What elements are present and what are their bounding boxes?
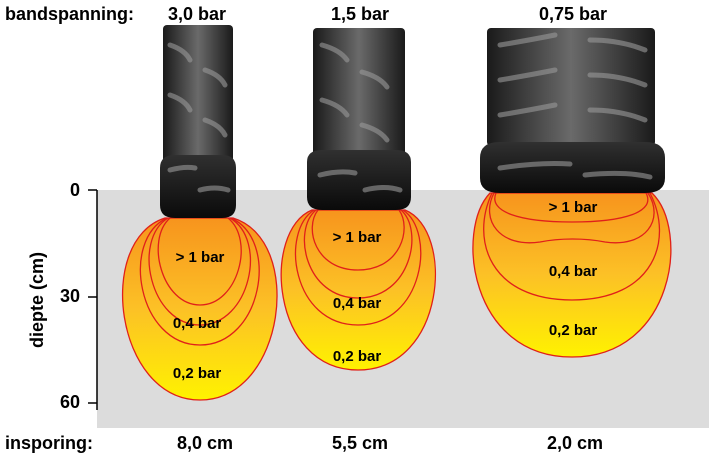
zone-label: 0,2 bar bbox=[173, 365, 222, 382]
footer-label: insporing: bbox=[5, 433, 93, 453]
rutting: 2,0 cm bbox=[547, 433, 603, 453]
zone-label: > 1 bar bbox=[333, 229, 382, 246]
zone-label: 0,4 bar bbox=[333, 295, 382, 312]
tick-label: 0 bbox=[70, 180, 80, 200]
zone-label: > 1 bar bbox=[176, 249, 225, 266]
tire bbox=[160, 25, 236, 218]
tire-pressure: 0,75 bar bbox=[539, 4, 607, 24]
tire bbox=[307, 28, 411, 210]
zone-label: 0,4 bar bbox=[549, 263, 598, 280]
pressure-bulb bbox=[472, 192, 672, 358]
tire bbox=[480, 28, 665, 193]
pressure-bulb bbox=[122, 217, 278, 401]
zone-label: 0,4 bar bbox=[173, 315, 222, 332]
tire-pressure: 1,5 bar bbox=[331, 4, 389, 24]
tire-pressure: 3,0 bar bbox=[168, 4, 226, 24]
rutting: 8,0 cm bbox=[177, 433, 233, 453]
zone-label: > 1 bar bbox=[549, 199, 598, 216]
pressure-bulb bbox=[280, 209, 437, 371]
header-label: bandspanning: bbox=[5, 4, 134, 24]
rutting: 5,5 cm bbox=[332, 433, 388, 453]
axis-label: diepte (cm) bbox=[27, 252, 47, 348]
zone-label: 0,2 bar bbox=[549, 322, 598, 339]
zone-label: 0,2 bar bbox=[333, 348, 382, 365]
tick-label: 30 bbox=[60, 286, 80, 306]
tick-label: 60 bbox=[60, 392, 80, 412]
